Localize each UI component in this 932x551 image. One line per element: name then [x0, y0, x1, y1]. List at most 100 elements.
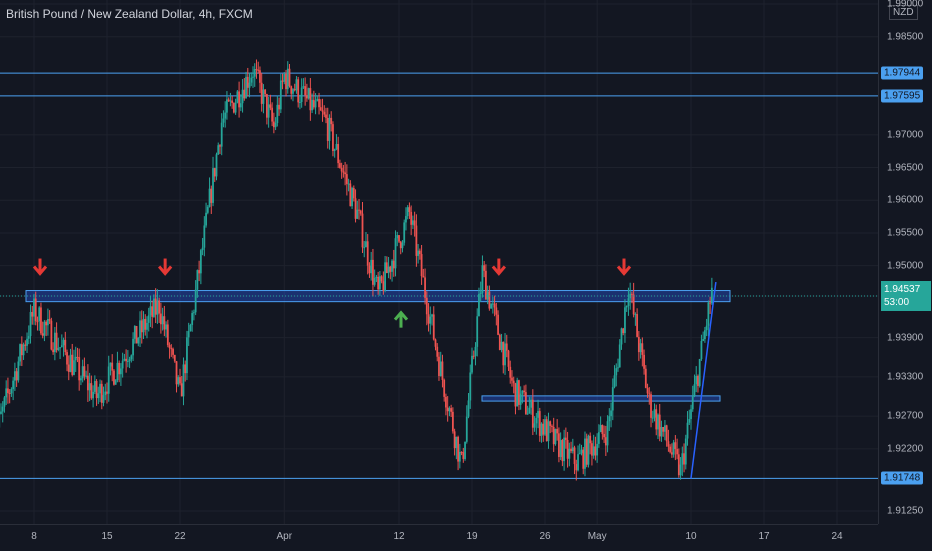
candle-body [68, 365, 70, 372]
candle-body [66, 352, 68, 364]
candle-body [242, 90, 244, 103]
candle-body [273, 122, 275, 128]
candle-body [30, 312, 32, 336]
candle-body [523, 391, 525, 393]
candle-body [236, 91, 238, 102]
candle-body [127, 361, 129, 362]
candle-body [90, 383, 92, 398]
candle-body [155, 299, 157, 315]
candle-body [424, 277, 426, 297]
up-arrow-icon [395, 313, 407, 328]
candle-body [671, 452, 673, 454]
candle-body [483, 265, 485, 271]
candle-body [647, 388, 649, 394]
candle-body [24, 345, 26, 346]
candle-body [348, 184, 350, 185]
candle-body [468, 400, 470, 416]
candle-body [282, 81, 284, 82]
candle-body [63, 340, 65, 345]
candle-body [167, 324, 169, 345]
candle-body [659, 415, 661, 437]
price-tick-label: 1.93900 [887, 332, 923, 343]
candle-body [143, 319, 145, 332]
candle-body [681, 453, 683, 464]
candle-body [226, 99, 228, 112]
candle-body [341, 168, 343, 172]
candle-body [316, 99, 318, 101]
candle-body [459, 452, 461, 462]
price-tick-label: 1.93300 [887, 371, 923, 382]
candle-body [480, 293, 482, 294]
candle-body [461, 452, 463, 453]
candle-body [499, 335, 501, 350]
chart-title: British Pound / New Zealand Dollar, 4h, … [6, 7, 253, 21]
candle-body [586, 439, 588, 465]
candle-body [134, 326, 136, 339]
candle-body [153, 299, 155, 317]
candle-body [414, 220, 416, 225]
candle-body [398, 235, 400, 242]
candle-body [555, 429, 557, 444]
last-price-value: 1.94537 [884, 283, 928, 296]
candle-body [488, 291, 490, 308]
candle-body [685, 439, 687, 465]
candle-body [561, 440, 563, 461]
chart-canvas[interactable] [0, 0, 878, 524]
candle-body [85, 376, 87, 377]
candle-body [330, 118, 332, 124]
candle-body [259, 70, 261, 83]
candle-body [455, 437, 457, 448]
candle-body [652, 418, 654, 419]
chart-area[interactable]: British Pound / New Zealand Dollar, 4h, … [0, 0, 878, 524]
candle-body [40, 307, 42, 333]
candle-body [283, 74, 285, 82]
candle-body [45, 322, 47, 326]
bar-countdown: 53:00 [884, 296, 928, 309]
candle-body [169, 345, 171, 348]
candle-body [509, 367, 511, 378]
time-tick-label: 22 [174, 531, 185, 542]
candle-body [26, 339, 28, 346]
candle-body [94, 381, 96, 392]
candle-body [556, 429, 558, 433]
candle-body [285, 74, 287, 89]
candle-body [87, 376, 89, 391]
candle-body [457, 437, 459, 462]
candle-body [111, 363, 113, 371]
candle-body [5, 388, 7, 397]
candle-body [581, 450, 583, 454]
candle-body [269, 104, 271, 107]
candle-body [56, 333, 58, 350]
candle-body [614, 375, 616, 387]
candle-body [339, 163, 341, 168]
candle-body [198, 270, 200, 273]
candle-body [435, 339, 437, 346]
candle-body [264, 90, 266, 95]
candle-body [485, 271, 487, 300]
candle-body [641, 343, 643, 355]
candle-body [33, 299, 35, 317]
candle-body [303, 86, 305, 87]
candle-body [137, 338, 139, 343]
candle-body [223, 119, 225, 123]
candle-body [250, 78, 252, 83]
candle-body [518, 380, 520, 405]
candle-body [633, 295, 635, 315]
price-tick-label: 1.92200 [887, 443, 923, 454]
candle-body [530, 400, 532, 408]
candle-body [544, 419, 546, 434]
candle-body [14, 371, 16, 380]
candle-body [311, 100, 313, 110]
candle-body [436, 347, 438, 357]
candle-body [464, 442, 466, 459]
candle-body [508, 351, 510, 367]
candle-body [292, 89, 294, 94]
time-tick-label: 19 [466, 531, 477, 542]
candle-body [245, 77, 247, 98]
candle-body [389, 267, 391, 272]
candle-body [567, 440, 569, 459]
candle-body [563, 438, 565, 461]
candle-body [332, 124, 334, 151]
